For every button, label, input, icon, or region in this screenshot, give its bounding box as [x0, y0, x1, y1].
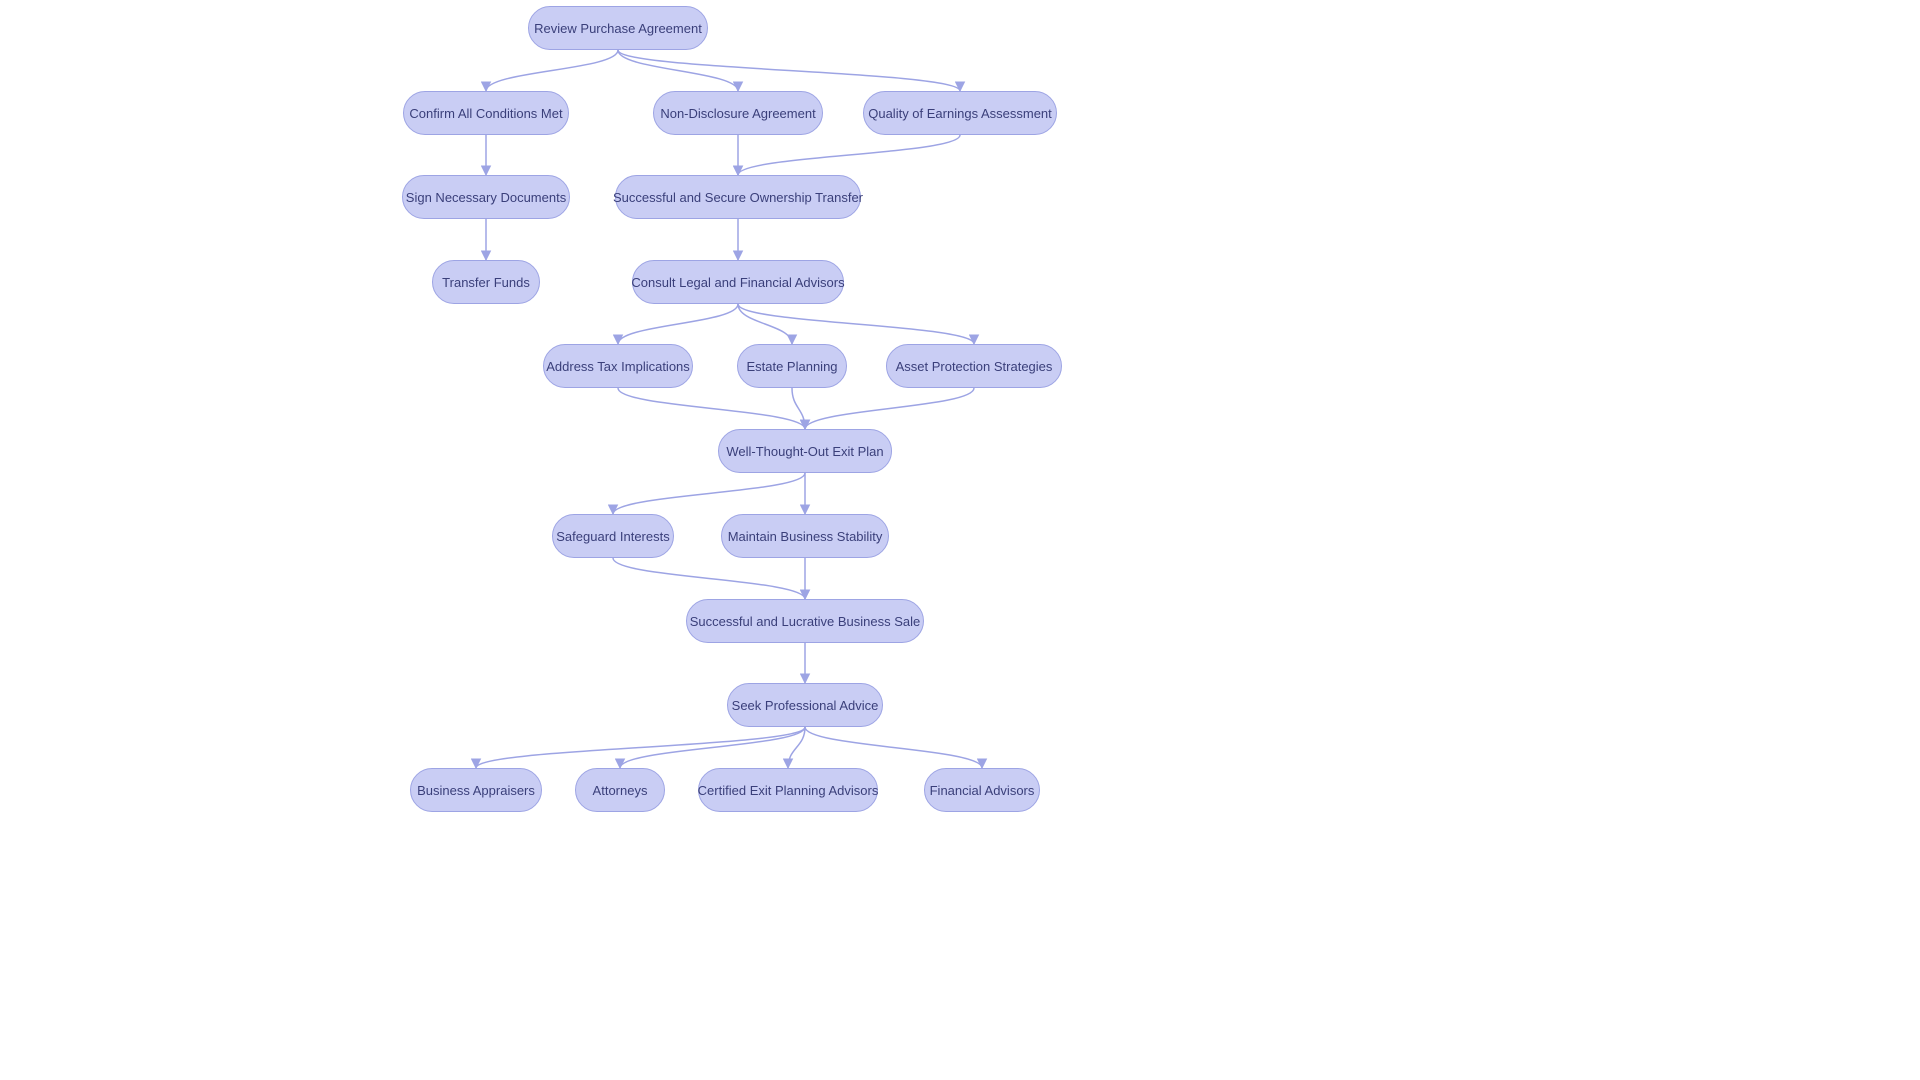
flowchart-node-label: Estate Planning	[746, 359, 837, 374]
flowchart-node: Estate Planning	[737, 344, 847, 388]
flowchart-node: Business Appraisers	[410, 768, 542, 812]
flowchart-node: Maintain Business Stability	[721, 514, 889, 558]
flowchart-node-label: Financial Advisors	[930, 783, 1035, 798]
flowchart-edge	[620, 727, 805, 768]
flowchart-node: Asset Protection Strategies	[886, 344, 1062, 388]
flowchart-node-label: Seek Professional Advice	[732, 698, 879, 713]
flowchart-node: Financial Advisors	[924, 768, 1040, 812]
flowchart-node-label: Sign Necessary Documents	[406, 190, 566, 205]
flowchart-node-label: Address Tax Implications	[546, 359, 690, 374]
flowchart-node-label: Transfer Funds	[442, 275, 530, 290]
flowchart-edge	[738, 304, 974, 344]
flowchart-edge	[613, 558, 805, 599]
flowchart-node: Quality of Earnings Assessment	[863, 91, 1057, 135]
flowchart-node: Transfer Funds	[432, 260, 540, 304]
flowchart-edge	[738, 135, 960, 175]
flowchart-node: Successful and Secure Ownership Transfer	[615, 175, 861, 219]
flowchart-node-label: Safeguard Interests	[556, 529, 669, 544]
flowchart-node-label: Asset Protection Strategies	[896, 359, 1053, 374]
flowchart-edge	[618, 50, 738, 91]
flowchart-node: Consult Legal and Financial Advisors	[632, 260, 844, 304]
flowchart-node: Review Purchase Agreement	[528, 6, 708, 50]
flowchart-node-label: Quality of Earnings Assessment	[868, 106, 1052, 121]
flowchart-node: Attorneys	[575, 768, 665, 812]
flowchart-node: Seek Professional Advice	[727, 683, 883, 727]
flowchart-edges	[0, 0, 1920, 1080]
flowchart-node: Successful and Lucrative Business Sale	[686, 599, 924, 643]
flowchart-node: Safeguard Interests	[552, 514, 674, 558]
flowchart-edge	[788, 727, 805, 768]
flowchart-node-label: Non-Disclosure Agreement	[660, 106, 815, 121]
flowchart-edge	[738, 304, 792, 344]
flowchart-edge	[618, 388, 805, 429]
flowchart-node: Confirm All Conditions Met	[403, 91, 569, 135]
flowchart-node-label: Well-Thought-Out Exit Plan	[726, 444, 883, 459]
flowchart-node: Well-Thought-Out Exit Plan	[718, 429, 892, 473]
flowchart-node-label: Successful and Secure Ownership Transfer	[613, 190, 863, 205]
flowchart-edge	[792, 388, 805, 429]
flowchart-edge	[476, 727, 805, 768]
flowchart-node: Certified Exit Planning Advisors	[698, 768, 878, 812]
flowchart-node-label: Consult Legal and Financial Advisors	[631, 275, 844, 290]
flowchart-node-label: Certified Exit Planning Advisors	[698, 783, 879, 798]
flowchart-node-label: Review Purchase Agreement	[534, 21, 702, 36]
flowchart-node-label: Confirm All Conditions Met	[409, 106, 562, 121]
flowchart-node-label: Business Appraisers	[417, 783, 535, 798]
flowchart-edge	[618, 50, 960, 91]
flowchart-node-label: Successful and Lucrative Business Sale	[690, 614, 921, 629]
flowchart-node: Sign Necessary Documents	[402, 175, 570, 219]
flowchart-node: Address Tax Implications	[543, 344, 693, 388]
flowchart-node-label: Maintain Business Stability	[728, 529, 883, 544]
flowchart-edge	[613, 473, 805, 514]
flowchart-edge	[805, 727, 982, 768]
flowchart-edge	[486, 50, 618, 91]
flowchart-edge	[618, 304, 738, 344]
flowchart-node-label: Attorneys	[593, 783, 648, 798]
flowchart-edge	[805, 388, 974, 429]
flowchart-node: Non-Disclosure Agreement	[653, 91, 823, 135]
